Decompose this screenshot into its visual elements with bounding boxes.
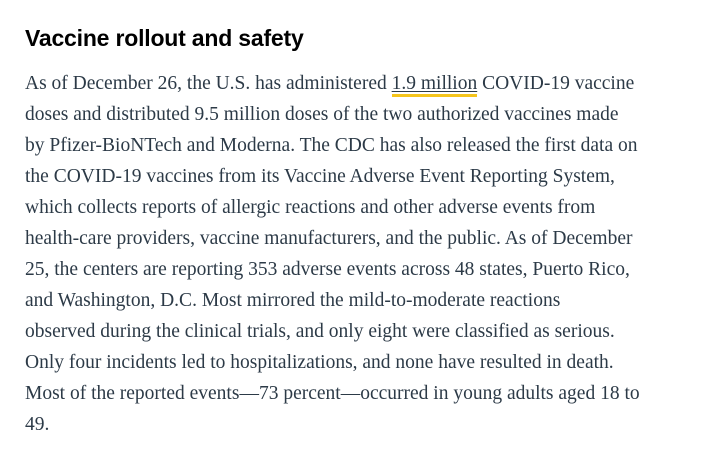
paragraph-text-pre-link: As of December 26, the U.S. has administ… <box>25 73 392 94</box>
paragraph-line: Only four incidents led to hospitalizati… <box>25 352 614 373</box>
paragraph-line: by Pfizer-BioNTech and Moderna. The CDC … <box>25 135 638 156</box>
link-1-9-million[interactable]: 1.9 million <box>391 73 478 97</box>
paragraph-line: 25, the centers are reporting 353 advers… <box>25 259 630 280</box>
paragraph-line: the COVID-19 vaccines from its Vaccine A… <box>25 166 615 187</box>
paragraph-line: and Washington, D.C. Most mirrored the m… <box>25 290 561 311</box>
paragraph-line: observed during the clinical trials, and… <box>25 321 615 342</box>
paragraph-line: As of December 26, the U.S. has administ… <box>25 68 688 99</box>
paragraph-line: Most of the reported events—73 percent—o… <box>25 383 640 404</box>
paragraph-line: doses and distributed 9.5 million doses … <box>25 104 619 125</box>
paragraph-text-post-link: COVID-19 vaccine <box>477 73 635 94</box>
paragraph-line: health-care providers, vaccine manufactu… <box>25 228 633 249</box>
paragraph-line: which collects reports of allergic react… <box>25 197 596 218</box>
paragraph-line: 49. <box>25 414 50 435</box>
section-heading: Vaccine rollout and safety <box>25 25 304 51</box>
article-paragraph: As of December 26, the U.S. has administ… <box>25 68 688 440</box>
